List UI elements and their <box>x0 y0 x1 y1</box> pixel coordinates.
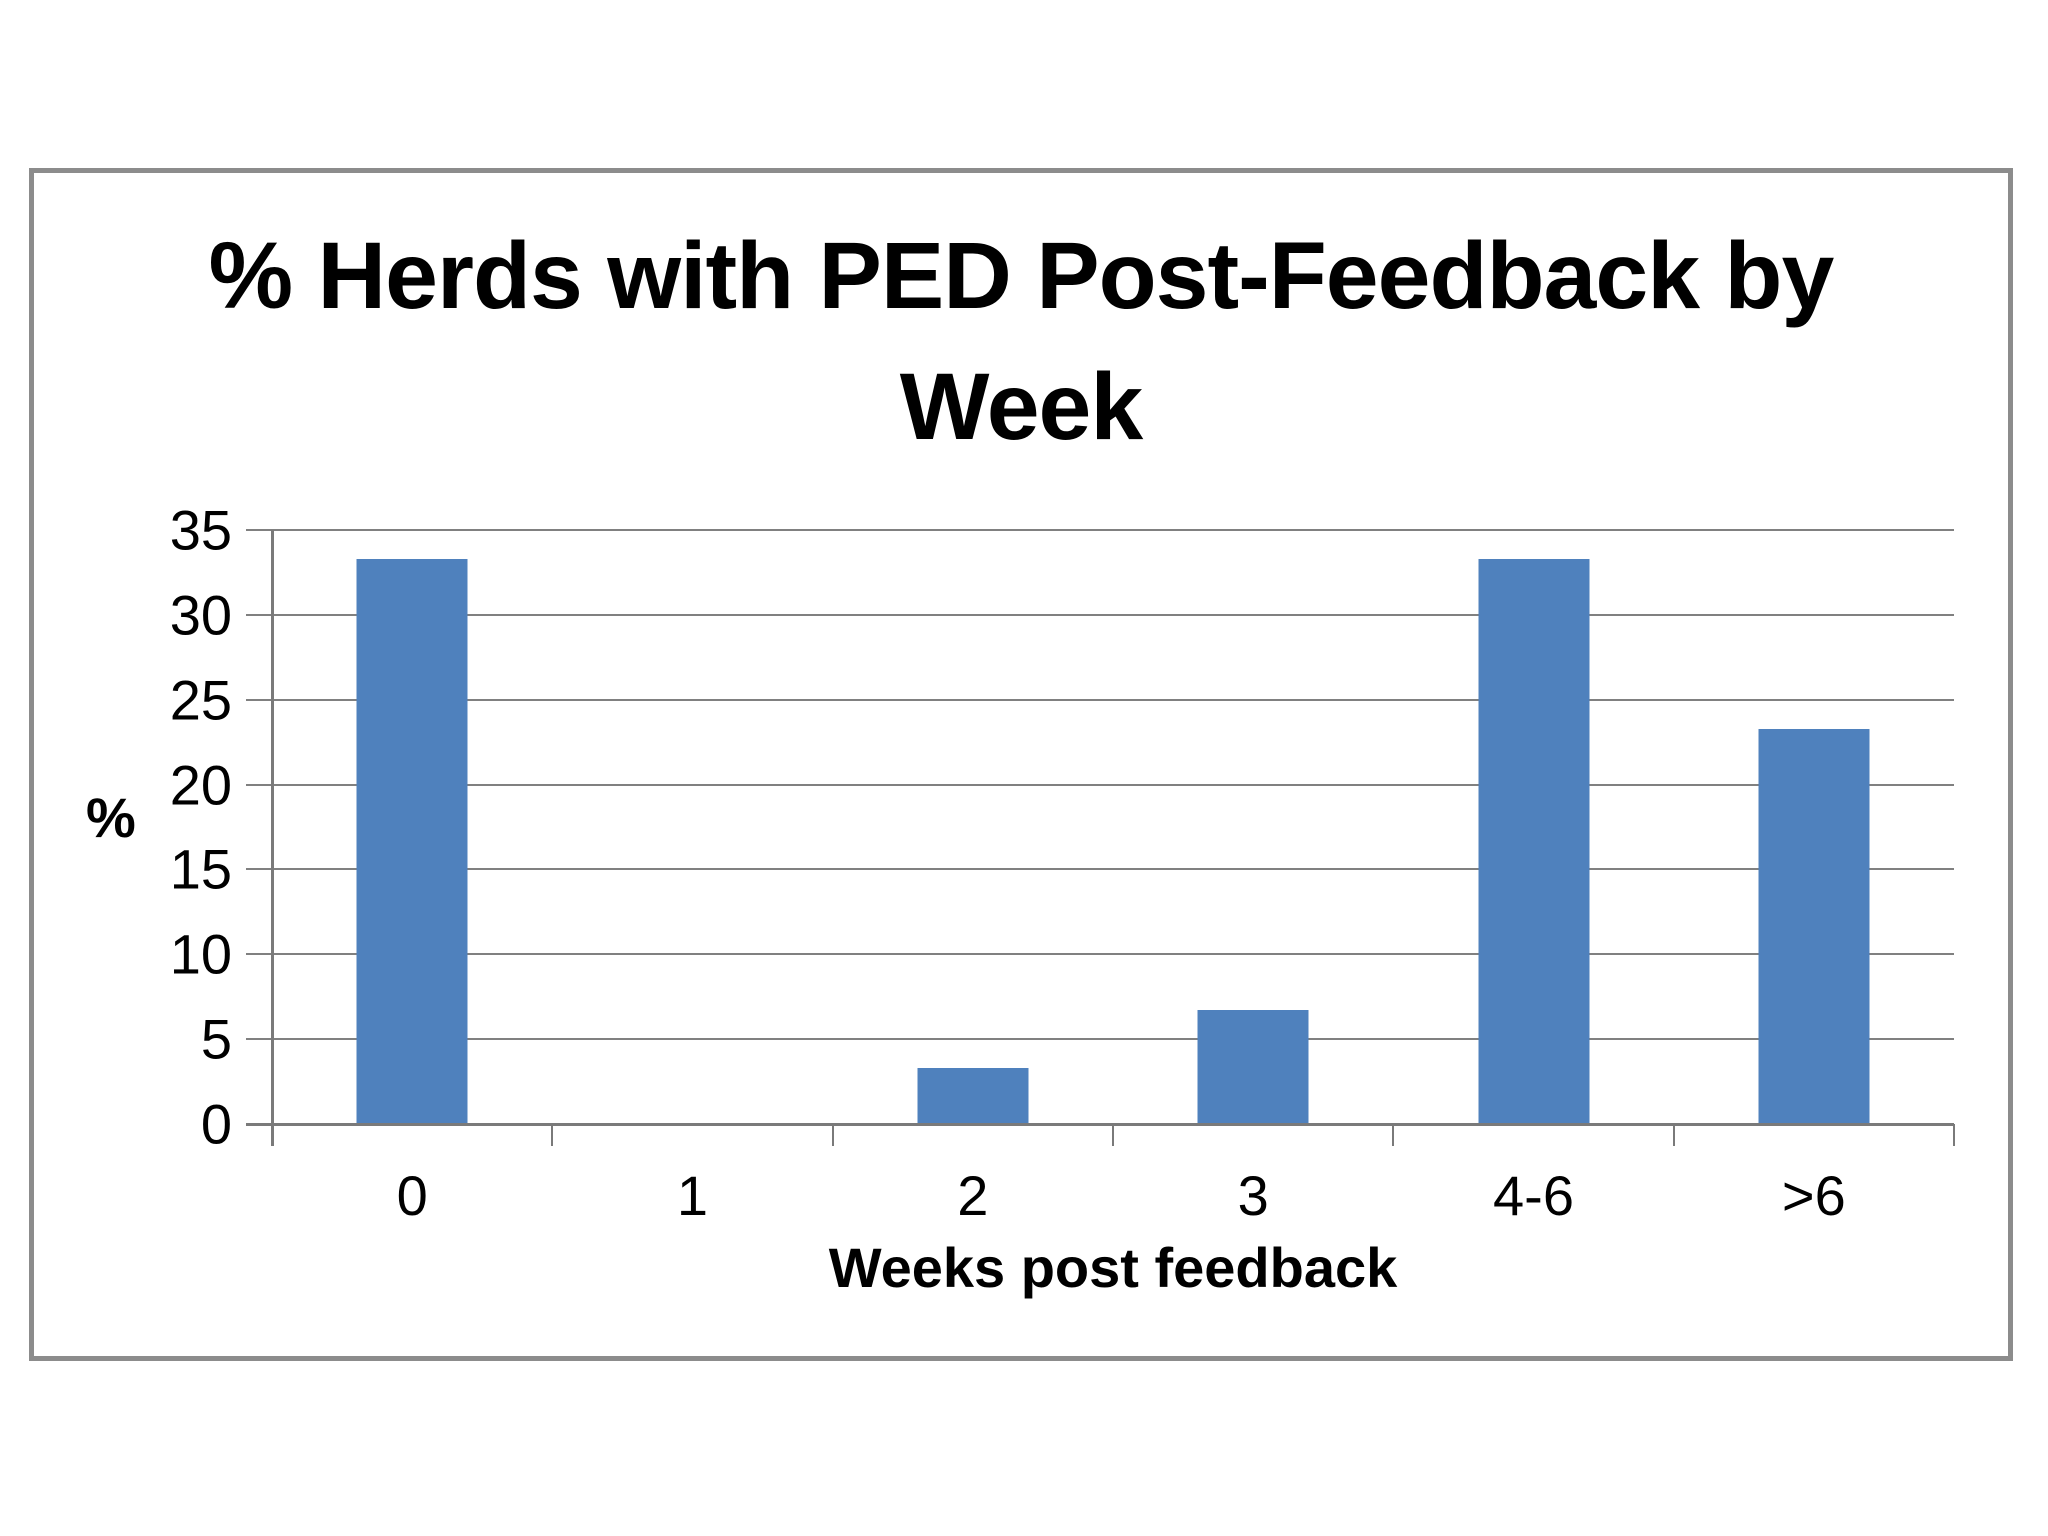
y-tick-labels: 0 5 10 15 20 25 30 35 <box>34 499 232 1156</box>
x-tick-label-3: 3 <box>1237 1164 1269 1227</box>
plot-area <box>246 529 1955 1146</box>
x-axis-tick-4 <box>1392 1124 1395 1146</box>
bar->6 <box>1758 728 1870 1124</box>
gridline-y-15 <box>246 868 1954 871</box>
x-tick-label-0: 0 <box>396 1164 428 1227</box>
gridline-y-5 <box>246 1038 1954 1041</box>
y-axis-line <box>271 530 274 1146</box>
y-axis-label: % <box>86 786 136 849</box>
gridline-y-30 <box>246 613 1954 616</box>
bar-3 <box>1197 1010 1309 1124</box>
x-axis-tick-3 <box>1112 1124 1114 1146</box>
y-tick-label-10: 10 <box>169 922 232 986</box>
gridline-y-20 <box>246 783 1954 786</box>
y-tick-label-5: 5 <box>200 1007 232 1071</box>
y-tick-label-20: 20 <box>169 753 232 817</box>
chart-title: % Herds with PED Post-Feedback by Week <box>34 211 2008 473</box>
y-tick-label-25: 25 <box>169 668 232 732</box>
x-axis-title: Weeks post feedback <box>828 1236 1398 1299</box>
x-axis-tick-6 <box>1953 1124 1955 1146</box>
x-tick-labels: 0 1 2 3 4-6 >6 <box>272 1163 1954 1233</box>
gridline-y-10 <box>246 953 1954 956</box>
gridline-y-35 <box>246 529 1954 531</box>
y-tick-label-0: 0 <box>200 1092 232 1156</box>
bar-4-6 <box>1478 558 1589 1124</box>
bar-2 <box>917 1068 1029 1124</box>
y-tick-label-30: 30 <box>169 583 232 647</box>
x-axis-tick-1 <box>551 1124 554 1146</box>
bar-0 <box>356 558 468 1124</box>
y-tick-label-15: 15 <box>169 837 232 901</box>
x-tick-label-1: 1 <box>676 1164 709 1227</box>
x-axis-tick-5 <box>1672 1124 1675 1146</box>
chart-title-line-2: Week <box>899 354 1143 461</box>
x-tick-label-2: 2 <box>957 1164 989 1227</box>
x-tick-label->6: >6 <box>1781 1164 1846 1227</box>
y-tick-label-35: 35 <box>169 498 232 562</box>
x-tick-label-4-6: 4-6 <box>1493 1164 1574 1227</box>
chart-frame: % Herds with PED Post-Feedback by Week %… <box>29 168 2013 1361</box>
x-axis-tick-2 <box>831 1124 834 1146</box>
chart-title-line-1: % Herds with PED Post-Feedback by <box>208 223 1835 329</box>
x-axis-tick-0 <box>271 1124 273 1146</box>
gridline-y-25 <box>246 698 1954 701</box>
gridline-y-0 <box>246 1123 1954 1126</box>
